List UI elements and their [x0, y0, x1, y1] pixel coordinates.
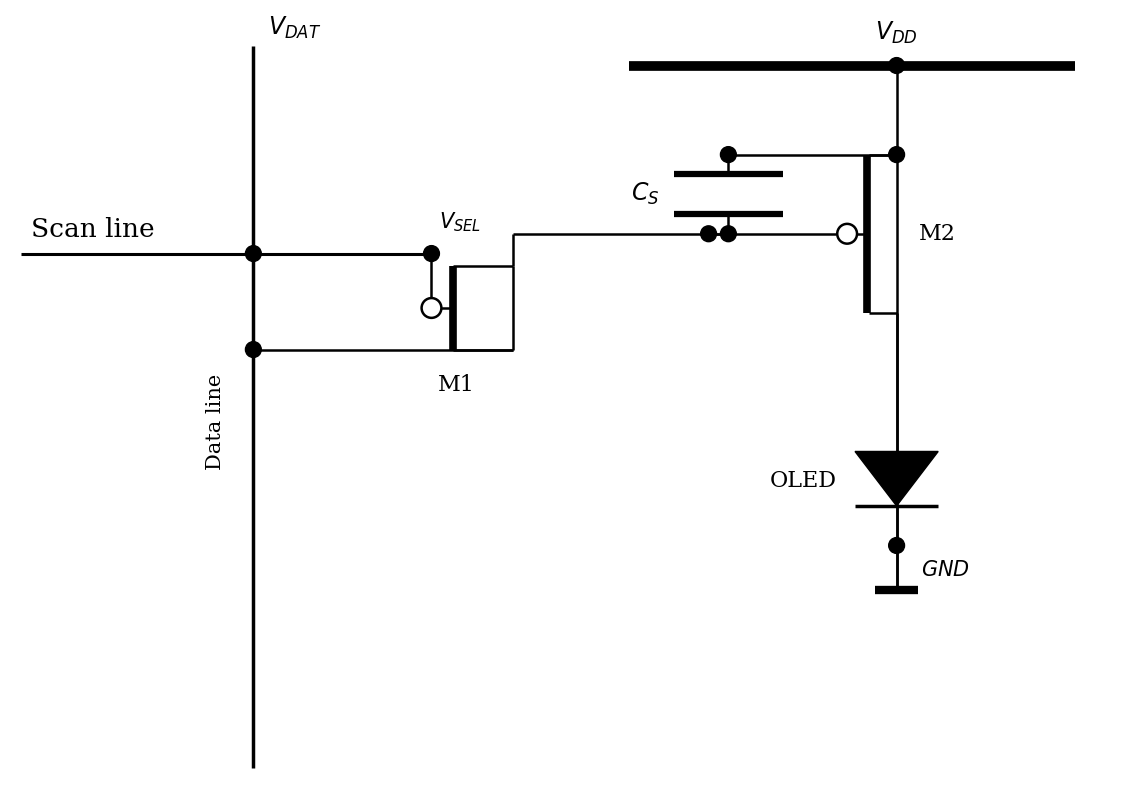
Text: OLED: OLED — [771, 470, 837, 492]
Text: Data line: Data line — [206, 374, 225, 470]
Text: $V_{SEL}$: $V_{SEL}$ — [439, 210, 482, 233]
Text: $GND$: $GND$ — [921, 561, 970, 581]
Circle shape — [837, 224, 857, 244]
Circle shape — [889, 147, 905, 163]
Text: M2: M2 — [919, 223, 955, 245]
Text: Scan line: Scan line — [31, 217, 155, 241]
Circle shape — [889, 537, 905, 553]
Text: $V_{DAT}$: $V_{DAT}$ — [268, 14, 321, 41]
Circle shape — [245, 245, 262, 261]
Circle shape — [720, 147, 736, 163]
Text: $C_S$: $C_S$ — [631, 181, 660, 207]
Circle shape — [423, 245, 439, 261]
Text: $V_{DD}$: $V_{DD}$ — [875, 19, 918, 46]
Text: M1: M1 — [438, 375, 475, 396]
Polygon shape — [855, 452, 938, 506]
Circle shape — [889, 58, 905, 74]
Circle shape — [720, 226, 736, 241]
Circle shape — [245, 342, 262, 358]
Circle shape — [701, 226, 717, 241]
Circle shape — [422, 298, 442, 318]
